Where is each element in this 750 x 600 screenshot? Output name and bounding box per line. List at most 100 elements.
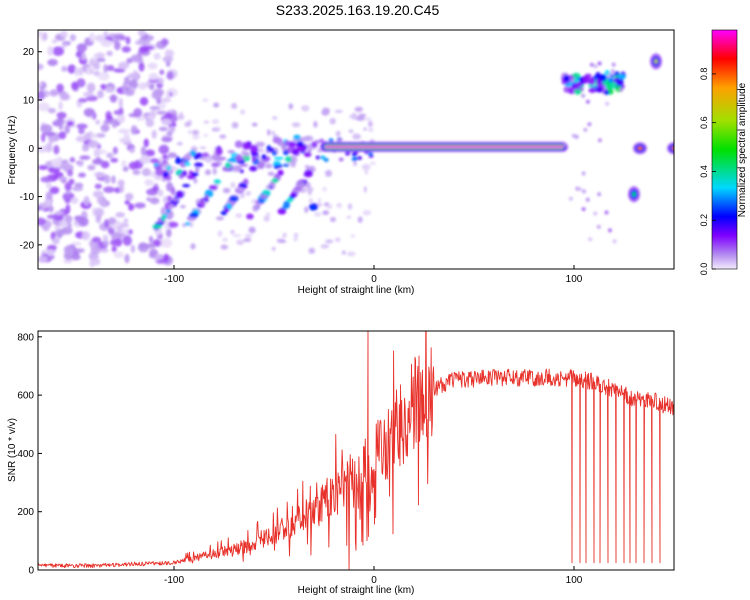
spectrogram-noise-blob: [326, 203, 333, 210]
spectrogram-noise-blob: [293, 235, 298, 242]
spectrogram-noise-blob: [93, 207, 105, 217]
spectrogram-noise-blob: [128, 79, 139, 90]
spectrogram-noise-blob: [102, 240, 109, 247]
spectrogram-blob: [227, 150, 235, 154]
spectrogram-noise-blob: [113, 109, 124, 115]
spectrogram-noise-blob: [91, 236, 102, 243]
spectrogram-noise-blob: [123, 218, 129, 223]
spectrogram-noise-blob: [121, 46, 131, 53]
spectrogram-noise-blob: [156, 110, 167, 115]
spectrogram-noise-blob: [113, 68, 126, 73]
spectrogram-blob: [295, 147, 306, 152]
spectrogram-noise-blob: [597, 192, 602, 197]
spectrogram-blob: [151, 186, 160, 192]
spectrogram-noise-blob: [150, 109, 157, 118]
spectrogram-blob: [166, 165, 172, 171]
spectrogram-noise-blob: [111, 118, 118, 129]
spectrogram-blob: [595, 71, 601, 80]
spectrogram-noise-blob: [81, 52, 87, 61]
spectrogram-noise-blob: [139, 155, 151, 164]
spectrogram-noise-blob: [60, 92, 70, 101]
spectrogram-blob: [184, 222, 191, 226]
spectrogram-noise-blob: [138, 45, 149, 53]
spectrogram-blob: [243, 142, 251, 150]
spectrogram-noise-blob: [83, 132, 93, 141]
spectrogram-noise-blob: [111, 175, 116, 184]
spectrogram-noise-blob: [75, 135, 87, 143]
spectrogram-noise-blob: [322, 186, 327, 192]
spectrogram-blob-core: [654, 58, 658, 64]
spectrogram-blob: [189, 212, 199, 218]
spectrogram-x-tick-label: 0: [371, 274, 377, 285]
spectrogram-noise-blob: [165, 228, 172, 238]
spectrogram-blob: [226, 202, 232, 209]
spectrogram-blob: [595, 86, 604, 93]
spectrogram-noise-blob: [76, 123, 88, 130]
snr-x-tick-label: 0: [371, 575, 377, 586]
spectrogram-noise-blob: [230, 182, 236, 189]
spectrogram-blob: [194, 152, 203, 159]
spectrogram-blob: [208, 185, 218, 190]
spectrogram-noise-blob: [143, 138, 149, 148]
spectrogram-noise-blob: [354, 106, 364, 112]
spectrogram-noise-blob: [47, 244, 57, 251]
spectrogram-noise-blob: [118, 128, 130, 134]
spectrogram-noise-blob: [86, 82, 96, 93]
spectrogram-noise-blob: [205, 169, 211, 176]
spectrogram-noise-blob: [597, 61, 602, 66]
spectrogram-noise-blob: [110, 239, 117, 246]
spectrogram-noise-blob: [129, 147, 135, 154]
spectrogram-noise-blob: [240, 109, 245, 115]
spectrogram-blob: [212, 167, 217, 175]
spectrogram-noise-blob: [138, 242, 148, 250]
spectrogram-blob: [271, 178, 279, 184]
spectrogram-noise-blob: [159, 101, 167, 110]
spectrogram-noise-blob: [587, 122, 592, 127]
spectrogram-noise-blob: [322, 210, 330, 216]
spectrogram-noise-blob: [66, 120, 75, 127]
spectrogram-noise-blob: [176, 141, 183, 146]
spectrogram-blob: [175, 190, 185, 199]
spectrogram-blob-core: [671, 146, 674, 151]
spectrogram-noise-blob: [604, 210, 609, 215]
spectrogram-noise-blob: [141, 168, 152, 177]
spectrogram-noise-blob: [38, 255, 48, 263]
spectrogram-noise-blob: [168, 125, 176, 133]
spectrogram-noise-blob: [87, 140, 100, 149]
spectrogram-blob: [328, 138, 334, 143]
spectrogram-noise-blob: [203, 120, 210, 124]
spectrogram-noise-blob: [71, 186, 84, 192]
spectrogram-noise-blob: [148, 235, 154, 243]
spectrogram-noise-blob: [166, 71, 174, 80]
spectrogram-blob: [306, 149, 312, 153]
spectrogram-noise-blob: [78, 97, 88, 103]
snr-x-tick-label: 100: [566, 575, 583, 586]
spectrogram-noise-blob: [94, 34, 106, 42]
spectrogram-noise-blob: [282, 232, 287, 237]
spectrogram-noise-blob: [220, 244, 229, 250]
spectrogram-noise-blob: [133, 108, 143, 118]
spectrogram-noise-blob: [122, 166, 129, 172]
snr-x-axis-label: Height of straight line (km): [298, 585, 415, 596]
spectrogram-noise-blob: [607, 73, 611, 78]
spectrogram-blob: [239, 169, 244, 174]
spectrogram-noise-blob: [363, 117, 372, 121]
snr-plot-area: [38, 331, 674, 570]
spectrogram-blob: [246, 213, 254, 220]
spectrogram-noise-blob: [38, 102, 50, 112]
spectrogram-noise-blob: [369, 161, 376, 165]
spectrogram-blob: [184, 162, 191, 166]
spectrogram-noise-blob: [314, 211, 322, 217]
spectrogram-noise-blob: [126, 58, 133, 64]
spectrogram-noise-blob: [70, 197, 79, 204]
spectrogram-noise-blob: [38, 81, 43, 87]
spectrogram-noise-blob: [53, 145, 60, 155]
spectrogram-blob: [572, 72, 581, 79]
spectrogram-noise-blob: [76, 43, 88, 53]
spectrogram-blob: [281, 143, 287, 151]
spectrogram-noise-blob: [219, 134, 227, 139]
spectrogram-noise-blob: [231, 121, 239, 129]
spectrogram-noise-blob: [66, 221, 72, 231]
spectrogram-noise-blob: [217, 230, 223, 237]
spectrogram-noise-blob: [108, 217, 117, 225]
